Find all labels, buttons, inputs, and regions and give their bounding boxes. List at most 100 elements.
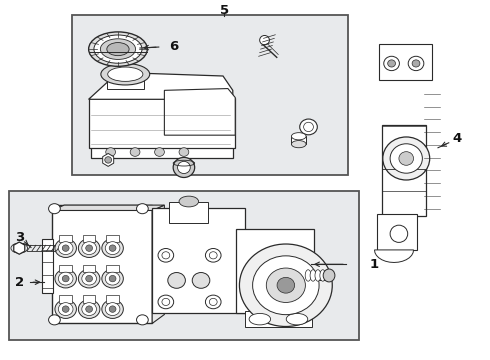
Ellipse shape bbox=[102, 269, 123, 288]
Bar bbox=[245, 311, 312, 327]
Ellipse shape bbox=[105, 303, 120, 316]
Ellipse shape bbox=[102, 239, 123, 257]
Ellipse shape bbox=[100, 39, 136, 59]
Ellipse shape bbox=[58, 242, 73, 255]
Bar bbox=[89, 98, 235, 148]
Ellipse shape bbox=[58, 272, 73, 285]
Ellipse shape bbox=[58, 303, 73, 316]
Ellipse shape bbox=[55, 300, 76, 319]
Ellipse shape bbox=[304, 122, 314, 132]
Text: 4: 4 bbox=[453, 132, 462, 145]
Ellipse shape bbox=[292, 133, 306, 140]
Bar bbox=[83, 265, 96, 272]
Ellipse shape bbox=[62, 245, 69, 251]
Bar bbox=[106, 234, 119, 242]
Bar bbox=[91, 146, 233, 158]
Polygon shape bbox=[52, 205, 164, 211]
Ellipse shape bbox=[399, 152, 414, 165]
Bar bbox=[236, 229, 314, 313]
Ellipse shape bbox=[109, 245, 116, 251]
Ellipse shape bbox=[158, 295, 173, 309]
Ellipse shape bbox=[101, 63, 150, 85]
Polygon shape bbox=[103, 153, 114, 166]
Bar bbox=[152, 208, 245, 313]
Bar bbox=[83, 234, 96, 242]
Ellipse shape bbox=[209, 298, 217, 306]
Text: 2: 2 bbox=[15, 276, 24, 289]
Bar bbox=[379, 44, 432, 80]
Ellipse shape bbox=[205, 295, 221, 309]
Polygon shape bbox=[152, 205, 164, 323]
Ellipse shape bbox=[390, 144, 422, 173]
Ellipse shape bbox=[192, 273, 210, 288]
Text: 5: 5 bbox=[220, 4, 229, 17]
Bar bbox=[72, 15, 347, 175]
Ellipse shape bbox=[78, 300, 100, 319]
Bar bbox=[42, 239, 53, 293]
Ellipse shape bbox=[82, 272, 97, 285]
Ellipse shape bbox=[384, 56, 399, 71]
Ellipse shape bbox=[266, 268, 305, 302]
Ellipse shape bbox=[78, 239, 100, 257]
Ellipse shape bbox=[292, 140, 306, 148]
Ellipse shape bbox=[82, 242, 97, 255]
Ellipse shape bbox=[240, 244, 332, 327]
Polygon shape bbox=[374, 250, 414, 262]
Ellipse shape bbox=[158, 248, 173, 262]
Ellipse shape bbox=[253, 256, 319, 315]
Ellipse shape bbox=[109, 306, 116, 312]
Ellipse shape bbox=[94, 35, 142, 63]
Ellipse shape bbox=[55, 269, 76, 288]
Ellipse shape bbox=[130, 148, 140, 156]
Ellipse shape bbox=[86, 275, 93, 282]
Polygon shape bbox=[89, 72, 233, 99]
Ellipse shape bbox=[305, 270, 311, 281]
Bar bbox=[59, 234, 72, 242]
Ellipse shape bbox=[388, 60, 395, 67]
Ellipse shape bbox=[49, 315, 60, 325]
Ellipse shape bbox=[162, 252, 170, 259]
Bar bbox=[9, 191, 359, 339]
Ellipse shape bbox=[177, 161, 190, 174]
Ellipse shape bbox=[89, 32, 147, 66]
Ellipse shape bbox=[277, 277, 294, 293]
Ellipse shape bbox=[205, 248, 221, 262]
Ellipse shape bbox=[323, 269, 335, 282]
Ellipse shape bbox=[325, 270, 331, 281]
Ellipse shape bbox=[62, 306, 69, 312]
Polygon shape bbox=[14, 242, 25, 254]
Ellipse shape bbox=[55, 239, 76, 257]
Ellipse shape bbox=[62, 275, 69, 282]
Ellipse shape bbox=[155, 148, 164, 156]
Ellipse shape bbox=[102, 300, 123, 319]
Bar bbox=[292, 136, 306, 144]
Ellipse shape bbox=[173, 157, 195, 177]
Ellipse shape bbox=[49, 204, 60, 214]
Ellipse shape bbox=[320, 270, 326, 281]
Text: 6: 6 bbox=[170, 40, 179, 53]
Ellipse shape bbox=[106, 148, 116, 156]
Bar bbox=[107, 72, 144, 89]
Ellipse shape bbox=[310, 270, 316, 281]
Ellipse shape bbox=[179, 196, 198, 207]
Bar bbox=[382, 126, 426, 216]
Text: 1: 1 bbox=[370, 258, 379, 271]
Ellipse shape bbox=[260, 36, 270, 45]
Bar bbox=[59, 296, 72, 303]
Ellipse shape bbox=[315, 270, 321, 281]
Ellipse shape bbox=[105, 157, 112, 163]
Ellipse shape bbox=[300, 119, 318, 135]
Ellipse shape bbox=[249, 314, 270, 325]
Bar bbox=[106, 296, 119, 303]
Ellipse shape bbox=[86, 245, 93, 251]
Ellipse shape bbox=[162, 298, 170, 306]
Polygon shape bbox=[164, 89, 235, 135]
Ellipse shape bbox=[179, 148, 189, 156]
Ellipse shape bbox=[82, 303, 97, 316]
Bar bbox=[169, 202, 208, 223]
Ellipse shape bbox=[109, 275, 116, 282]
Ellipse shape bbox=[105, 242, 120, 255]
Bar bbox=[304, 271, 331, 280]
Bar bbox=[59, 265, 72, 272]
Bar bbox=[377, 214, 417, 250]
